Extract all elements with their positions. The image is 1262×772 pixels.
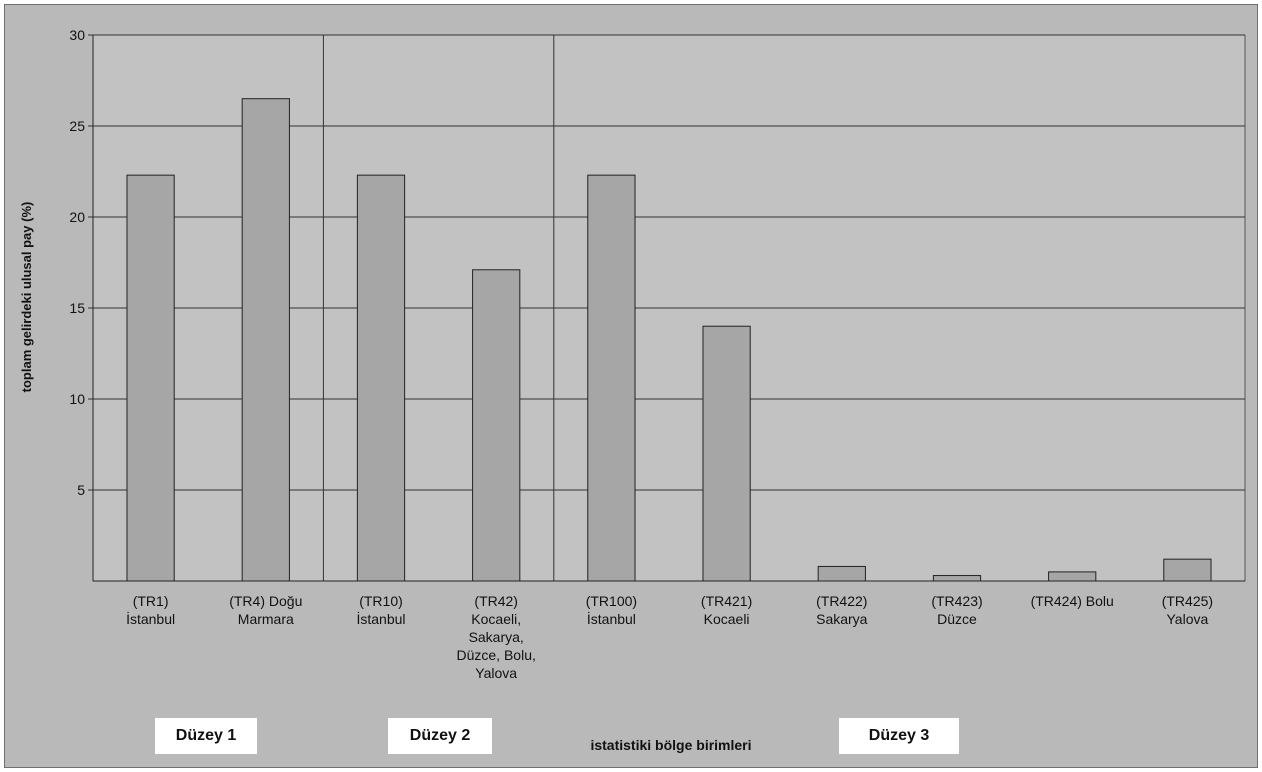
bar — [1048, 571, 1097, 582]
x-tick-label-line: Kocaeli — [704, 611, 750, 627]
bar — [1163, 558, 1212, 582]
y-tick-label: 25 — [69, 118, 85, 134]
x-tick-label-line: Kocaeli, — [471, 611, 521, 627]
x-tick-label-line: (TR100) — [586, 593, 637, 609]
x-tick-label-line: Sakarya, — [469, 629, 524, 645]
level-label-text: Düzey 3 — [868, 727, 930, 744]
x-tick-label-line: Düzce, Bolu, — [457, 647, 536, 663]
x-tick-label: (TR425) Yalova — [1162, 593, 1213, 627]
chart-frame: 5 10 15 20 25 30 (TR1) İstanbul (TR4) Doğu Marmar… — [4, 4, 1258, 768]
y-tick-label: 30 — [69, 27, 85, 43]
y-tick-label: 5 — [77, 482, 85, 498]
x-tick-label-line: Yalova — [1167, 611, 1209, 627]
x-tick-label: (TR424) Bolu — [1031, 593, 1114, 609]
x-tick-label: (TR1) İstanbul — [126, 593, 175, 627]
x-axis-label: istatistiki bölge birimleri — [590, 737, 751, 753]
x-tick-label-line: (TR1) — [133, 593, 169, 609]
x-tick-label: (TR10) İstanbul — [356, 593, 405, 627]
x-tick-label-line: (TR42) — [474, 593, 518, 609]
y-axis-label: toplam gelirdeki ulusal pay (%) — [19, 202, 34, 393]
bar — [932, 575, 982, 582]
level-label-duzey-2: Düzey 2 — [388, 718, 492, 754]
x-tick-label: (TR422) Sakarya — [816, 593, 868, 627]
x-tick-label: (TR42) Kocaeli, Sakarya, Düzce, Bolu, Yalova — [457, 593, 536, 681]
x-tick-label-line: (TR4) Doğu — [229, 593, 302, 609]
bar — [817, 565, 866, 582]
x-tick-label-line: İstanbul — [587, 610, 636, 627]
bar — [241, 98, 290, 582]
level-label-duzey-3: Düzey 3 — [839, 718, 959, 754]
level-label-text: Düzey 2 — [409, 727, 471, 744]
x-tick-label-line: (TR422) — [816, 593, 867, 609]
x-tick-label-line: Marmara — [238, 611, 294, 627]
x-tick-label-line: (TR423) — [931, 593, 982, 609]
bar — [126, 174, 175, 582]
x-tick-label-line: Yalova — [475, 665, 517, 681]
x-tick-label-line: İstanbul — [126, 610, 175, 627]
bar — [356, 174, 406, 582]
y-tick-label: 20 — [69, 209, 85, 225]
level-label-duzey-1: Düzey 1 — [155, 718, 257, 754]
x-tick-label: (TR4) Doğu Marmara — [229, 593, 302, 627]
x-tick-label-line: (TR10) — [359, 593, 403, 609]
x-tick-label-line: (TR424) Bolu — [1031, 593, 1114, 609]
bar — [587, 174, 636, 582]
x-tick-label-line: (TR421) — [701, 593, 752, 609]
bar — [702, 325, 751, 582]
level-label-text: Düzey 1 — [175, 727, 237, 744]
x-tick-label-line: (TR425) — [1162, 593, 1213, 609]
x-tick-label-line: İstanbul — [356, 610, 405, 627]
x-tick-label-line: Sakarya — [816, 611, 868, 627]
x-tick-label: (TR423) Düzce — [931, 593, 982, 627]
x-tick-label: (TR100) İstanbul — [586, 593, 637, 627]
bar — [472, 269, 521, 582]
y-tick-label: 10 — [69, 391, 85, 407]
y-tick-label: 15 — [69, 300, 85, 316]
x-tick-label: (TR421) Kocaeli — [701, 593, 752, 627]
x-tick-label-line: Düzce — [937, 611, 977, 627]
